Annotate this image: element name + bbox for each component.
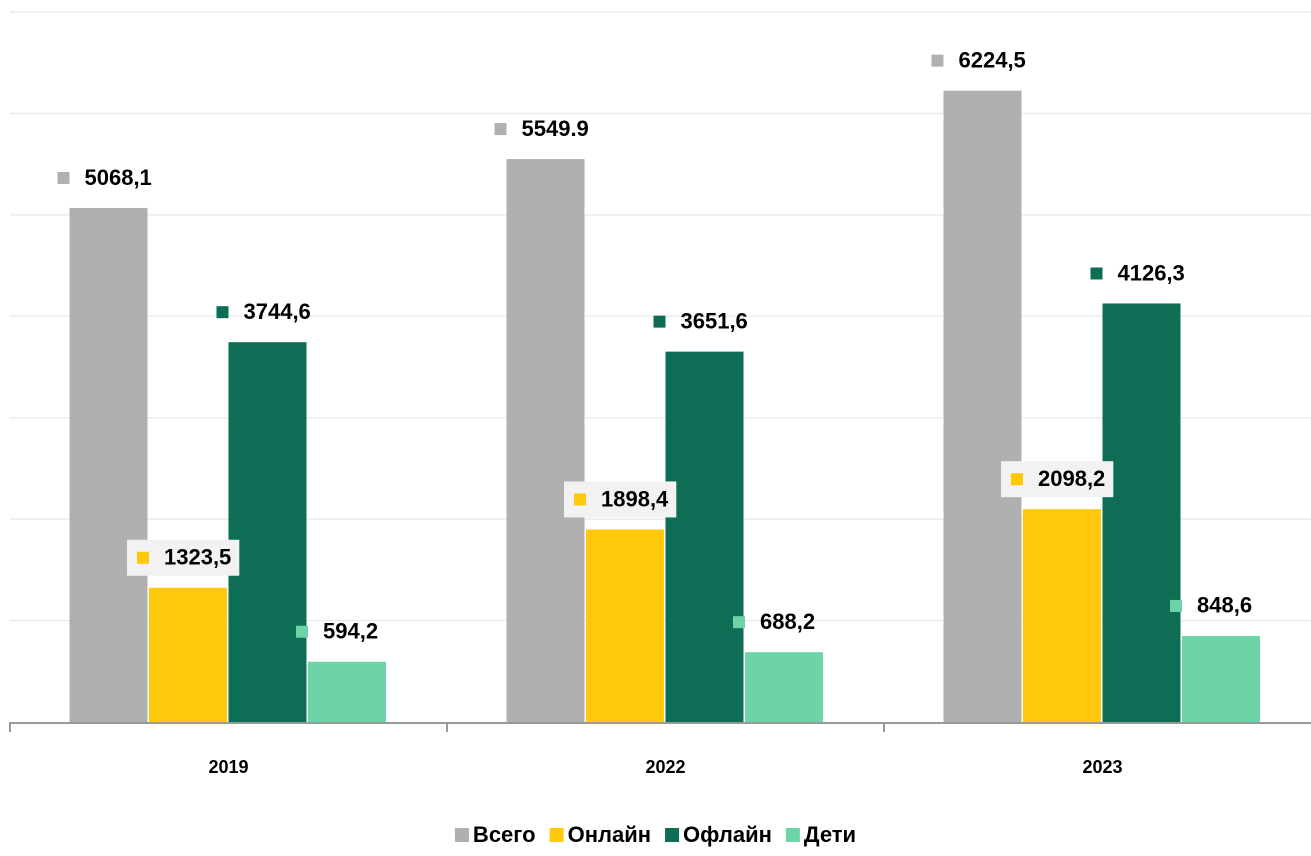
legend-key [785,828,800,842]
data-label: 594,2 [296,619,378,644]
data-label: 1323,5 [127,539,240,576]
bar [308,661,386,722]
data-label-key [57,171,70,184]
bar [665,351,744,722]
data-label: 6224,5 [931,47,1026,72]
data-label: 2098,2 [1001,461,1114,498]
legend: Всего Онлайн Офлайн Дети [454,822,856,847]
bar [149,587,227,722]
data-label-key [137,551,149,564]
data-label-text: 1898,4 [601,486,669,511]
data-label-key [733,616,745,629]
bar [69,207,148,723]
legend-key [549,828,564,842]
data-label: 5068,1 [57,165,152,190]
data-label: 5549.9 [494,116,589,141]
data-label-key [931,54,944,67]
bar [943,90,1022,723]
data-label-text: 3744,6 [244,299,311,324]
data-label-text: 6224,5 [959,47,1026,72]
data-label-key [653,315,666,328]
legend-key [665,828,680,842]
bar [1102,303,1181,722]
data-label-text: 1323,5 [164,545,231,570]
bar [745,652,823,722]
data-label-text: 5549.9 [522,116,589,141]
x-tick-label: 2019 [208,757,248,777]
bar [228,342,307,722]
data-label-key [216,306,229,319]
data-label: 688,2 [733,609,815,634]
legend-label: Всего [473,822,536,847]
data-label-key [296,625,308,638]
legend-label: Онлайн [568,822,651,847]
data-label: 1898,4 [564,481,677,518]
data-label-text: 848,6 [1197,593,1252,618]
bar [1182,635,1260,722]
data-label: 3744,6 [216,299,311,324]
data-label-key [1011,473,1023,486]
legend-key [454,828,469,842]
data-label-key [494,123,507,136]
legend-label: Офлайн [683,822,772,847]
data-label-text: 5068,1 [85,165,152,190]
data-label-key [574,493,586,506]
data-label-text: 3651,6 [681,308,748,333]
data-label-text: 688,2 [760,609,815,634]
data-label-text: 594,2 [323,619,378,644]
legend-label: Дети [804,822,856,847]
data-label: 4126,3 [1090,260,1185,285]
data-label-key [1170,599,1182,612]
bar [586,529,664,722]
data-label: 848,6 [1170,593,1252,618]
data-label-key [1090,267,1103,280]
x-tick-label: 2023 [1082,757,1122,777]
x-tick-label: 2022 [645,757,685,777]
bar [506,159,585,723]
data-label-text: 4126,3 [1118,260,1185,285]
bar [1023,509,1101,722]
data-label: 3651,6 [653,308,748,333]
data-label-text: 2098,2 [1038,466,1105,491]
